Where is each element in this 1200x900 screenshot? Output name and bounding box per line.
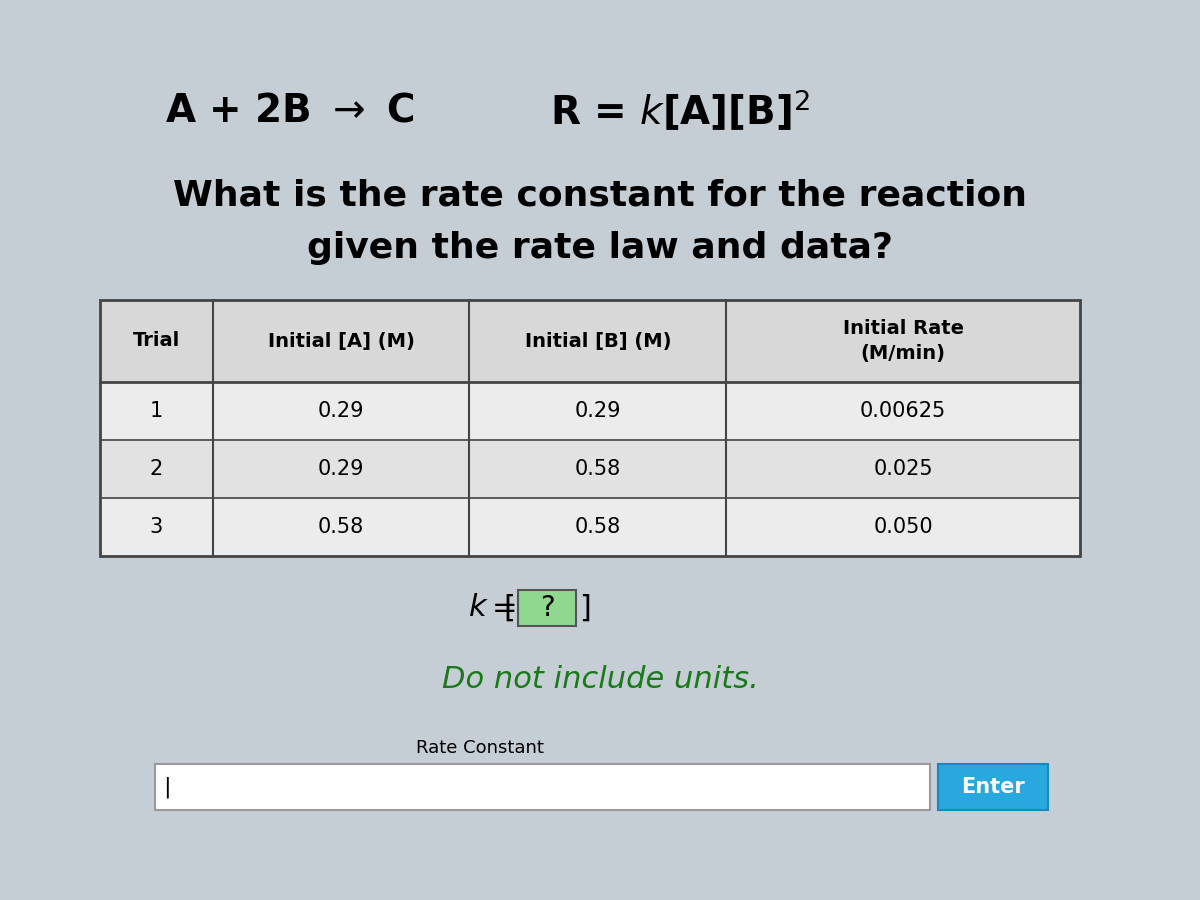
- Bar: [100, 498, 1080, 556]
- Text: Initial [A] (M): Initial [A] (M): [268, 331, 414, 350]
- Text: Trial: Trial: [133, 331, 180, 350]
- Text: 1: 1: [150, 401, 163, 421]
- Text: What is the rate constant for the reaction: What is the rate constant for the reacti…: [173, 178, 1027, 212]
- Text: ]: ]: [580, 593, 590, 623]
- Text: 0.58: 0.58: [318, 517, 365, 537]
- Bar: [518, 590, 576, 626]
- Text: Enter: Enter: [961, 777, 1025, 797]
- Text: ?: ?: [540, 594, 554, 622]
- Text: 0.29: 0.29: [318, 401, 365, 421]
- Text: 0.29: 0.29: [575, 401, 622, 421]
- Text: 0.58: 0.58: [575, 517, 620, 537]
- Bar: [938, 764, 1048, 810]
- Text: 0.050: 0.050: [874, 517, 932, 537]
- Text: Do not include units.: Do not include units.: [442, 665, 758, 695]
- Text: 2: 2: [150, 459, 163, 479]
- Text: 0.58: 0.58: [575, 459, 620, 479]
- Text: =: =: [492, 593, 518, 623]
- Text: Rate Constant: Rate Constant: [416, 739, 544, 757]
- Text: 0.00625: 0.00625: [860, 401, 947, 421]
- Bar: [100, 300, 1080, 556]
- Text: R = $k$[A][B]$^2$: R = $k$[A][B]$^2$: [550, 87, 810, 133]
- Text: [: [: [503, 593, 515, 623]
- Bar: [100, 300, 1080, 382]
- Text: given the rate law and data?: given the rate law and data?: [307, 231, 893, 265]
- Text: 3: 3: [150, 517, 163, 537]
- Text: Initial [B] (M): Initial [B] (M): [524, 331, 671, 350]
- Text: 0.025: 0.025: [874, 459, 932, 479]
- Text: A + 2B $\rightarrow$ C: A + 2B $\rightarrow$ C: [166, 91, 414, 129]
- Bar: [100, 440, 1080, 498]
- Text: $k$: $k$: [468, 593, 488, 623]
- Bar: [100, 382, 1080, 440]
- Text: |: |: [163, 776, 170, 797]
- Text: 0.29: 0.29: [318, 459, 365, 479]
- Text: Initial Rate
(M/min): Initial Rate (M/min): [842, 319, 964, 363]
- Bar: [155, 764, 930, 810]
